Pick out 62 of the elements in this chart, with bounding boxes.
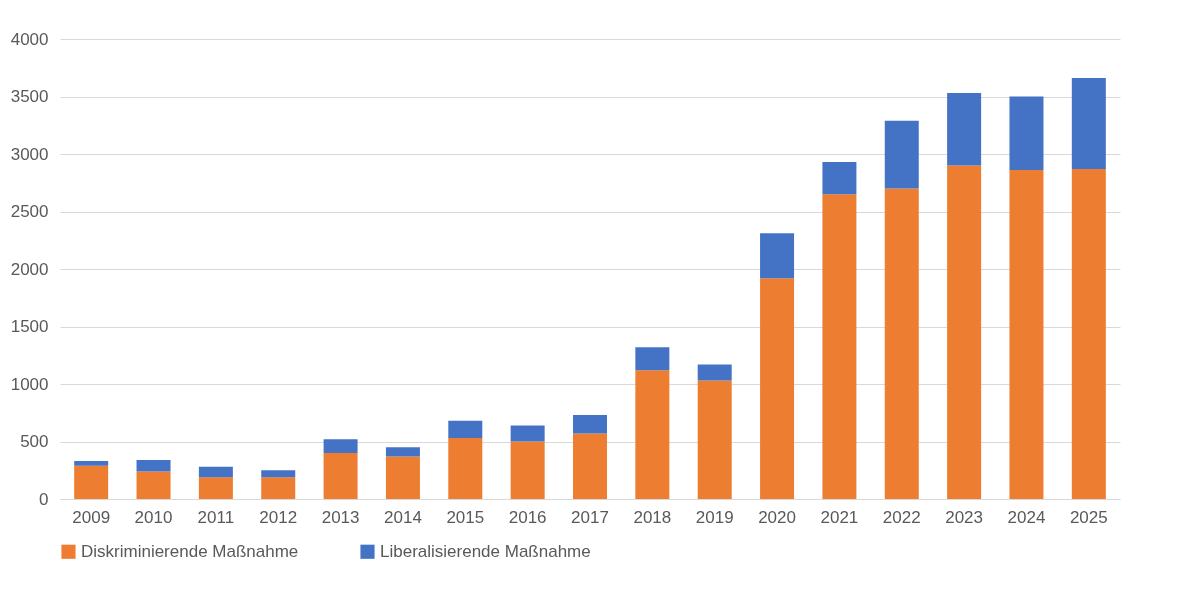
- bar: [385, 447, 420, 457]
- y-tick-label: 3000: [10, 144, 49, 164]
- x-tick-label: 2020: [758, 507, 796, 527]
- bar: [74, 461, 109, 466]
- x-tick-label: 2019: [695, 507, 734, 527]
- x-tick-label: 2021: [820, 507, 859, 527]
- x-tick-label: 2011: [197, 507, 235, 527]
- bar: [947, 93, 982, 166]
- legend-label: Liberalisierende Maßnahme: [380, 541, 591, 561]
- bar: [448, 438, 483, 499]
- bar: [448, 420, 483, 439]
- bar: [323, 453, 358, 499]
- x-tick-label: 2010: [134, 507, 173, 527]
- bar: [510, 441, 545, 499]
- bar: [947, 165, 982, 499]
- bar: [136, 459, 171, 472]
- bar: [697, 380, 732, 499]
- y-tick-label: 500: [20, 432, 49, 451]
- y-tick-label: 3500: [10, 87, 49, 106]
- bar: [635, 347, 670, 371]
- x-tick-label: 2023: [945, 507, 984, 527]
- bar: [760, 278, 795, 499]
- bar: [760, 233, 795, 279]
- y-tick-label: 2500: [10, 202, 49, 221]
- bar: [1009, 170, 1044, 499]
- x-tick-label: 2024: [1007, 507, 1046, 527]
- bar: [198, 466, 233, 478]
- bar: [385, 456, 420, 499]
- bar: [822, 194, 857, 499]
- bar: [74, 465, 109, 499]
- x-tick-label: 2015: [446, 507, 485, 527]
- bar: [261, 470, 296, 478]
- bar: [510, 425, 545, 442]
- bar: [884, 188, 919, 499]
- bar: [822, 162, 857, 195]
- x-tick-label: 2025: [1069, 507, 1108, 527]
- x-tick-label: 2016: [508, 507, 547, 527]
- bar: [1071, 168, 1106, 499]
- bar: [697, 364, 732, 381]
- y-tick-label: 1000: [10, 374, 49, 394]
- bar: [573, 433, 607, 499]
- legend-label: Diskriminierende Maßnahme: [81, 541, 299, 561]
- bar: [1071, 78, 1106, 169]
- y-tick-label: 2000: [10, 259, 49, 279]
- x-tick-label: 2013: [321, 507, 360, 527]
- bar: [1009, 96, 1044, 171]
- bar: [261, 477, 296, 499]
- x-tick-label: 2018: [633, 507, 672, 527]
- y-tick-label: 1500: [10, 317, 49, 336]
- x-tick-label: 2017: [571, 507, 609, 527]
- bar: [323, 439, 358, 453]
- bar: [884, 120, 919, 189]
- x-tick-label: 2022: [882, 507, 921, 527]
- bar: [136, 471, 171, 499]
- y-tick-label: 4000: [10, 29, 49, 49]
- bar: [198, 477, 233, 499]
- bar: [635, 370, 670, 499]
- x-tick-label: 2014: [384, 507, 422, 527]
- y-tick-label: 0: [39, 489, 49, 509]
- x-tick-label: 2012: [259, 507, 298, 527]
- x-tick-label: 2009: [72, 507, 111, 527]
- bar: [573, 415, 607, 434]
